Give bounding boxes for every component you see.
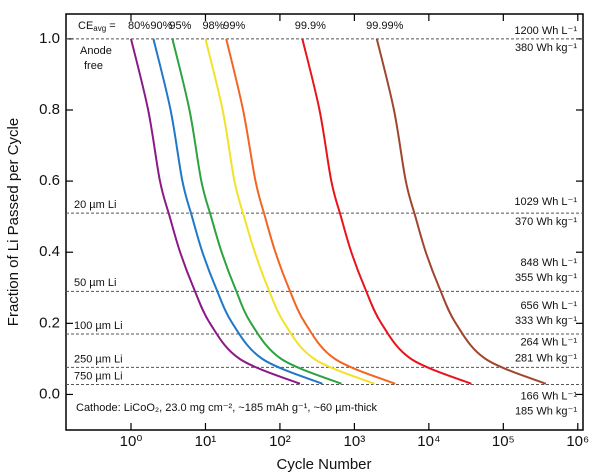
energy-density-label: 281 Wh kg⁻¹ [515, 352, 577, 364]
series-label: 99% [223, 20, 245, 32]
series-label: 98% [202, 20, 224, 32]
x-tick-label: 10⁰ [120, 433, 143, 450]
x-axis-label: Cycle Number [276, 456, 371, 473]
energy-density-label: 848 Wh L⁻¹ [520, 257, 577, 269]
series-label: 80% [128, 20, 150, 32]
series-line [225, 38, 396, 385]
x-tick-label: 10² [269, 433, 291, 450]
energy-density-label: 185 Wh kg⁻¹ [515, 405, 577, 417]
reference-label: 750 µm Li [74, 370, 123, 382]
x-tick-label: 10⁴ [417, 433, 440, 450]
energy-density-label: 380 Wh kg⁻¹ [515, 42, 577, 54]
reference-label: 50 µm Li [74, 277, 116, 289]
prefix-suffix: = [109, 20, 115, 32]
reference-label: 100 µm Li [74, 320, 123, 332]
x-tick-label: 10⁵ [492, 433, 515, 450]
series-label: 90% [150, 20, 172, 32]
x-tick-label: 10¹ [195, 433, 217, 450]
y-axis-label: Fraction of Li Passed per Cycle [5, 118, 22, 326]
series-line [204, 38, 375, 385]
anode-free-label: free [84, 60, 103, 72]
y-tick-label: 0.8 [39, 101, 60, 118]
series-line [152, 38, 323, 385]
plot-frame [65, 13, 584, 431]
x-tick-label: 10³ [344, 433, 366, 450]
y-tick-label: 0.4 [39, 243, 60, 260]
series-line [171, 38, 342, 385]
energy-density-label: 166 Wh L⁻¹ [520, 390, 577, 402]
series-label-prefix: CEavg = [78, 20, 116, 33]
energy-density-label: 355 Wh kg⁻¹ [515, 272, 577, 284]
reference-label: 20 µm Li [74, 199, 116, 211]
y-tick-label: 0.6 [39, 172, 60, 189]
y-tick-label: 1.0 [39, 30, 60, 47]
energy-density-label: 370 Wh kg⁻¹ [515, 216, 577, 228]
series-line [375, 38, 547, 385]
anode-free-label: Anode [80, 45, 112, 57]
series-label: 99.9% [295, 20, 326, 32]
series-label: 95% [169, 20, 191, 32]
y-tick-label: 0.0 [39, 385, 60, 402]
energy-density-label: 264 Wh L⁻¹ [520, 336, 577, 348]
series-line [130, 38, 301, 385]
y-tick-label: 0.2 [39, 314, 60, 331]
energy-density-label: 656 Wh L⁻¹ [520, 300, 577, 312]
energy-density-label: 1200 Wh L⁻¹ [514, 25, 577, 37]
energy-density-label: 333 Wh kg⁻¹ [515, 315, 577, 327]
series-line [301, 38, 472, 385]
series-label: 99.99% [366, 20, 404, 32]
energy-density-label: 1029 Wh L⁻¹ [514, 196, 577, 208]
note: Cathode: LiCoO₂, 23.0 mg cm⁻², ~185 mAh … [76, 402, 378, 414]
reference-label: 250 µm Li [74, 353, 123, 365]
prefix-main: CE [78, 20, 93, 32]
x-tick-label: 10⁶ [566, 433, 589, 450]
prefix-sub: avg [93, 24, 106, 33]
